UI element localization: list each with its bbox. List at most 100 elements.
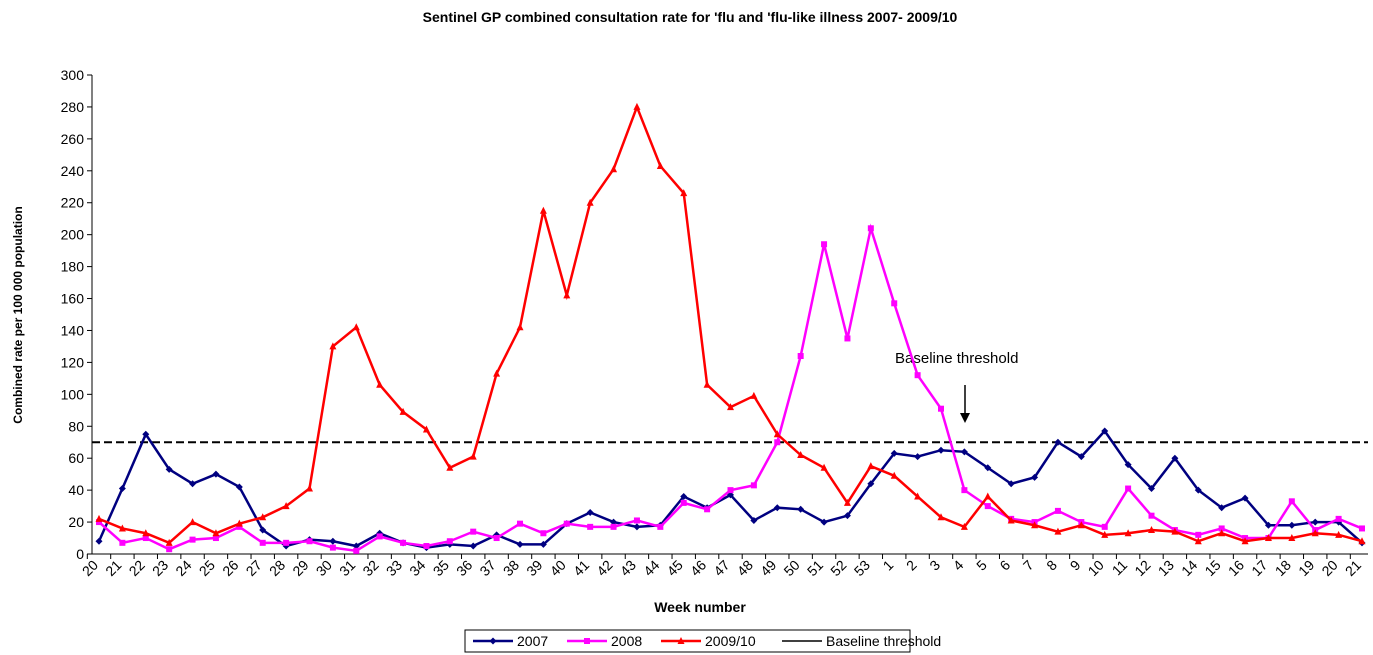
- point: [1054, 438, 1062, 446]
- point: [843, 512, 851, 520]
- point: [750, 516, 758, 524]
- point: [329, 537, 337, 545]
- x-tick-label: 49: [757, 557, 779, 579]
- point: [189, 536, 196, 543]
- point: [306, 484, 313, 492]
- point: [189, 480, 197, 488]
- x-tick-label: 2: [903, 557, 920, 574]
- point: [890, 471, 898, 479]
- series-line: [98, 103, 1363, 545]
- point: [96, 519, 102, 526]
- y-tick-label: 240: [61, 163, 85, 179]
- point: [95, 514, 103, 522]
- x-tick-label: 42: [593, 557, 615, 579]
- point: [118, 524, 126, 532]
- point: [329, 544, 336, 551]
- point: [1101, 530, 1109, 538]
- point: [212, 529, 220, 537]
- x-tick-label: 30: [313, 557, 335, 579]
- x-tick-label: 39: [523, 557, 545, 579]
- point: [1264, 521, 1272, 529]
- point: [1171, 527, 1179, 535]
- point: [610, 165, 618, 173]
- x-tick-label: 44: [640, 557, 662, 579]
- point: [657, 523, 664, 530]
- point: [516, 323, 524, 331]
- point: [1358, 537, 1366, 545]
- x-tick-label: 46: [687, 557, 709, 579]
- point: [282, 502, 290, 510]
- series-line: [98, 223, 1363, 553]
- x-tick-label: 26: [219, 557, 241, 579]
- x-tick-label: 37: [476, 557, 498, 579]
- x-tick-label: 48: [734, 557, 756, 579]
- point: [938, 405, 944, 412]
- y-axis-label: Combined rate per 100 000 population: [11, 206, 25, 423]
- point: [1148, 485, 1155, 493]
- x-tick-label: 21: [1342, 557, 1364, 579]
- point: [306, 538, 313, 545]
- point: [1077, 453, 1085, 461]
- point: [1288, 521, 1296, 529]
- y-tick-label: 260: [61, 131, 85, 147]
- point: [399, 407, 407, 415]
- annotation: Baseline threshold: [895, 350, 1018, 367]
- point: [774, 439, 781, 446]
- point: [189, 518, 197, 526]
- x-tick-label: 52: [827, 557, 849, 579]
- point: [376, 533, 383, 540]
- x-tick-label: 33: [383, 557, 405, 579]
- x-tick-label: 45: [664, 557, 686, 579]
- point: [633, 102, 641, 110]
- point: [166, 546, 173, 553]
- point: [352, 542, 360, 550]
- x-tick-label: 9: [1067, 557, 1084, 574]
- point: [727, 487, 734, 494]
- x-tick-label: 41: [570, 557, 592, 579]
- point: [914, 492, 922, 500]
- legend-label: 2008: [611, 633, 642, 649]
- point: [891, 300, 898, 307]
- point: [259, 539, 266, 546]
- x-tick-label: 1: [880, 557, 897, 574]
- x-tick-label: 13: [1155, 557, 1177, 579]
- point: [1007, 516, 1015, 524]
- point: [586, 508, 594, 516]
- point: [610, 518, 618, 526]
- point: [563, 291, 571, 299]
- point: [1311, 518, 1319, 526]
- x-tick-label: 38: [500, 557, 522, 579]
- point: [212, 470, 220, 478]
- point: [1031, 473, 1039, 481]
- x-tick-label: 32: [359, 557, 381, 579]
- point: [259, 513, 267, 521]
- point: [1171, 454, 1179, 462]
- legend-label: 2009/10: [705, 633, 756, 649]
- point: [423, 543, 430, 550]
- x-tick-label: 7: [1020, 557, 1037, 574]
- point: [259, 526, 267, 534]
- y-tick-label: 300: [61, 67, 85, 83]
- point: [1194, 537, 1202, 545]
- x-tick-label: 17: [1248, 557, 1270, 579]
- point: [470, 528, 477, 535]
- point: [680, 189, 688, 197]
- point: [1241, 537, 1249, 545]
- x-tick-label: 29: [289, 557, 311, 579]
- point: [563, 520, 570, 527]
- point: [1241, 494, 1249, 502]
- point: [489, 637, 497, 645]
- point: [1007, 480, 1015, 488]
- point: [820, 463, 828, 471]
- x-tick-label: 25: [196, 557, 218, 579]
- point: [1148, 526, 1155, 534]
- y-tick-label: 80: [68, 418, 84, 434]
- point: [142, 529, 150, 537]
- y-tick-label: 200: [61, 227, 85, 243]
- point: [469, 452, 477, 460]
- x-tick-label: 22: [126, 557, 148, 579]
- point: [376, 380, 384, 388]
- point: [1335, 515, 1342, 522]
- point: [329, 342, 337, 350]
- point: [283, 539, 290, 546]
